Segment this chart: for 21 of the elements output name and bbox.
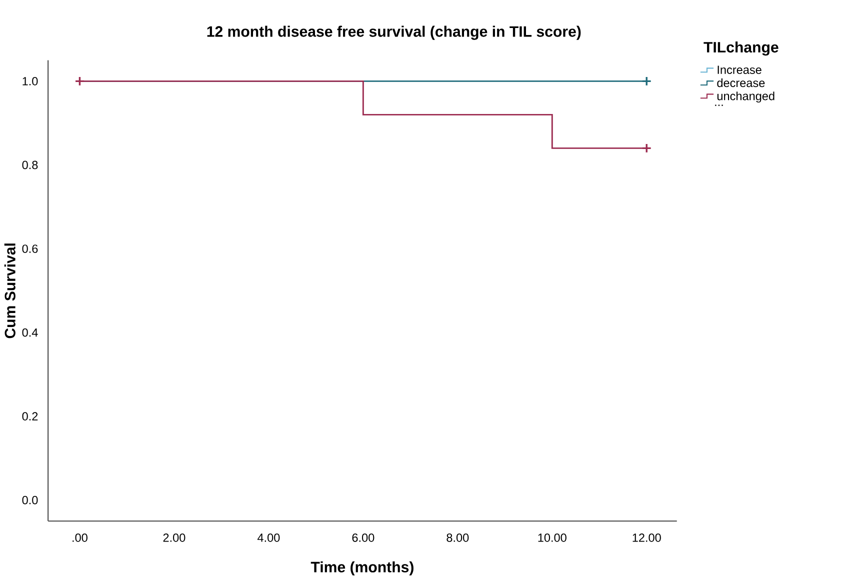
y-tick-label: 0.8 <box>22 160 38 170</box>
x-tick-label: 2.00 <box>163 534 186 542</box>
legend-label: unchanged <box>717 92 774 103</box>
y-tick-label: 1.0 <box>22 77 38 86</box>
x-tick-label: 6.00 <box>352 534 374 542</box>
x-axis-title: Time (months) <box>310 561 414 576</box>
chart-title: 12 month disease free survival (change in TIL score) <box>207 26 581 40</box>
legend-title: TILchange <box>704 42 778 56</box>
y-tick-label: 0.4 <box>22 328 38 337</box>
x-tick-label: .00 <box>72 534 88 542</box>
legend-label: Increase <box>718 66 762 74</box>
y-tick-label: 0.0 <box>22 496 38 504</box>
x-tick-label: 12.00 <box>632 534 661 542</box>
x-tick-label: 10.00 <box>538 534 566 542</box>
y-tick-label: 0.6 <box>22 244 38 254</box>
text: ... <box>715 104 723 106</box>
x-tick-label: 4.00 <box>257 534 280 542</box>
x-tick-label: 8.00 <box>446 534 469 542</box>
y-axis-title: Cum Survival <box>4 244 16 338</box>
legend-label: decrease <box>717 78 765 88</box>
y-tick-label: 0.2 <box>22 412 38 421</box>
